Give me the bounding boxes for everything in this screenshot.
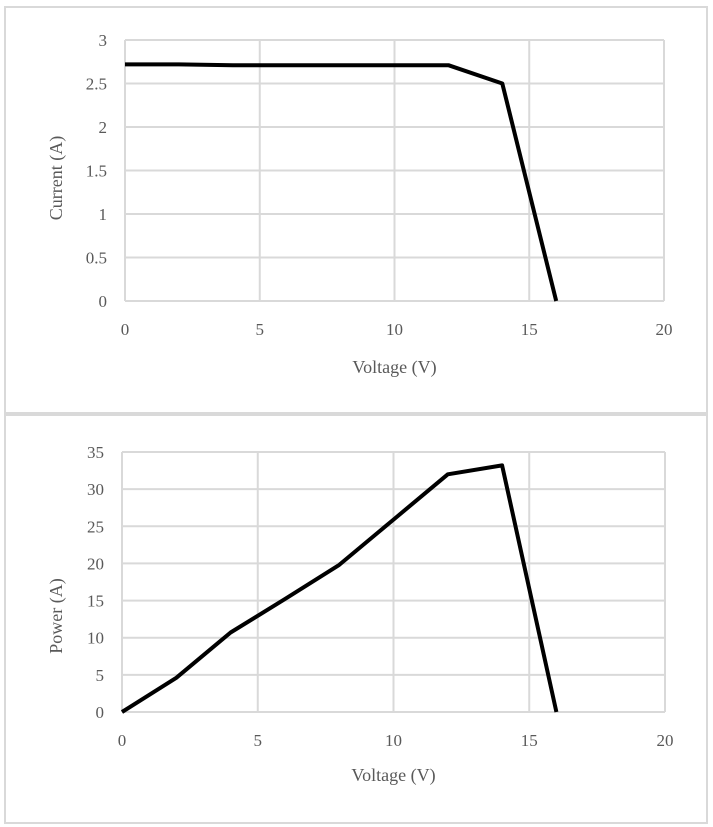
y-tick-label: 1.5 <box>86 162 107 181</box>
data-series-line <box>125 62 559 302</box>
y-tick-label: 30 <box>87 480 104 499</box>
x-tick-label: 10 <box>385 731 402 750</box>
y-tick-label: 0.5 <box>86 249 107 268</box>
x-axis-title: Voltage (V) <box>351 765 435 786</box>
y-tick-label: 25 <box>87 517 104 536</box>
y-tick-label: 0 <box>99 292 108 311</box>
x-tick-label: 15 <box>521 731 538 750</box>
power-voltage-chart-svg: 0 5 10 15 20 25 30 35 0 5 10 15 20 Voltage (V) Power… <box>46 443 674 786</box>
y-tick-label: 5 <box>96 666 105 685</box>
y-tick-label: 20 <box>87 554 104 573</box>
y-tick-label: 2.5 <box>86 75 107 94</box>
y-tick-label: 15 <box>87 592 104 611</box>
current-voltage-chart-svg: 0 0.5 1 1.5 2 2.5 3 0 5 10 15 20 Voltage (V) Curren… <box>46 31 673 378</box>
x-tick-label: 10 <box>386 320 403 339</box>
y-tick-label: 10 <box>87 629 104 648</box>
x-tick-label: 20 <box>657 731 674 750</box>
x-tick-label: 5 <box>256 320 265 339</box>
data-series-line <box>120 463 559 714</box>
x-tick-label: 5 <box>254 731 263 750</box>
x-axis-title: Voltage (V) <box>352 357 436 378</box>
x-tick-label: 15 <box>521 320 538 339</box>
power-voltage-chart: 0 5 10 15 20 25 30 35 0 5 10 15 20 Voltage (V) Power… <box>4 414 708 824</box>
y-tick-label: 1 <box>99 205 108 224</box>
y-axis-title: Current (A) <box>46 136 67 220</box>
x-tick-label: 0 <box>121 320 130 339</box>
y-tick-label: 3 <box>99 31 108 50</box>
y-tick-label: 2 <box>99 118 108 137</box>
current-voltage-chart: 0 0.5 1 1.5 2 2.5 3 0 5 10 15 20 Voltage (V) Curren… <box>4 6 708 414</box>
x-tick-label: 0 <box>118 731 127 750</box>
y-axis-title: Power (A) <box>46 578 67 653</box>
y-tick-label: 35 <box>87 443 104 462</box>
x-tick-label: 20 <box>656 320 673 339</box>
y-tick-label: 0 <box>96 703 105 722</box>
